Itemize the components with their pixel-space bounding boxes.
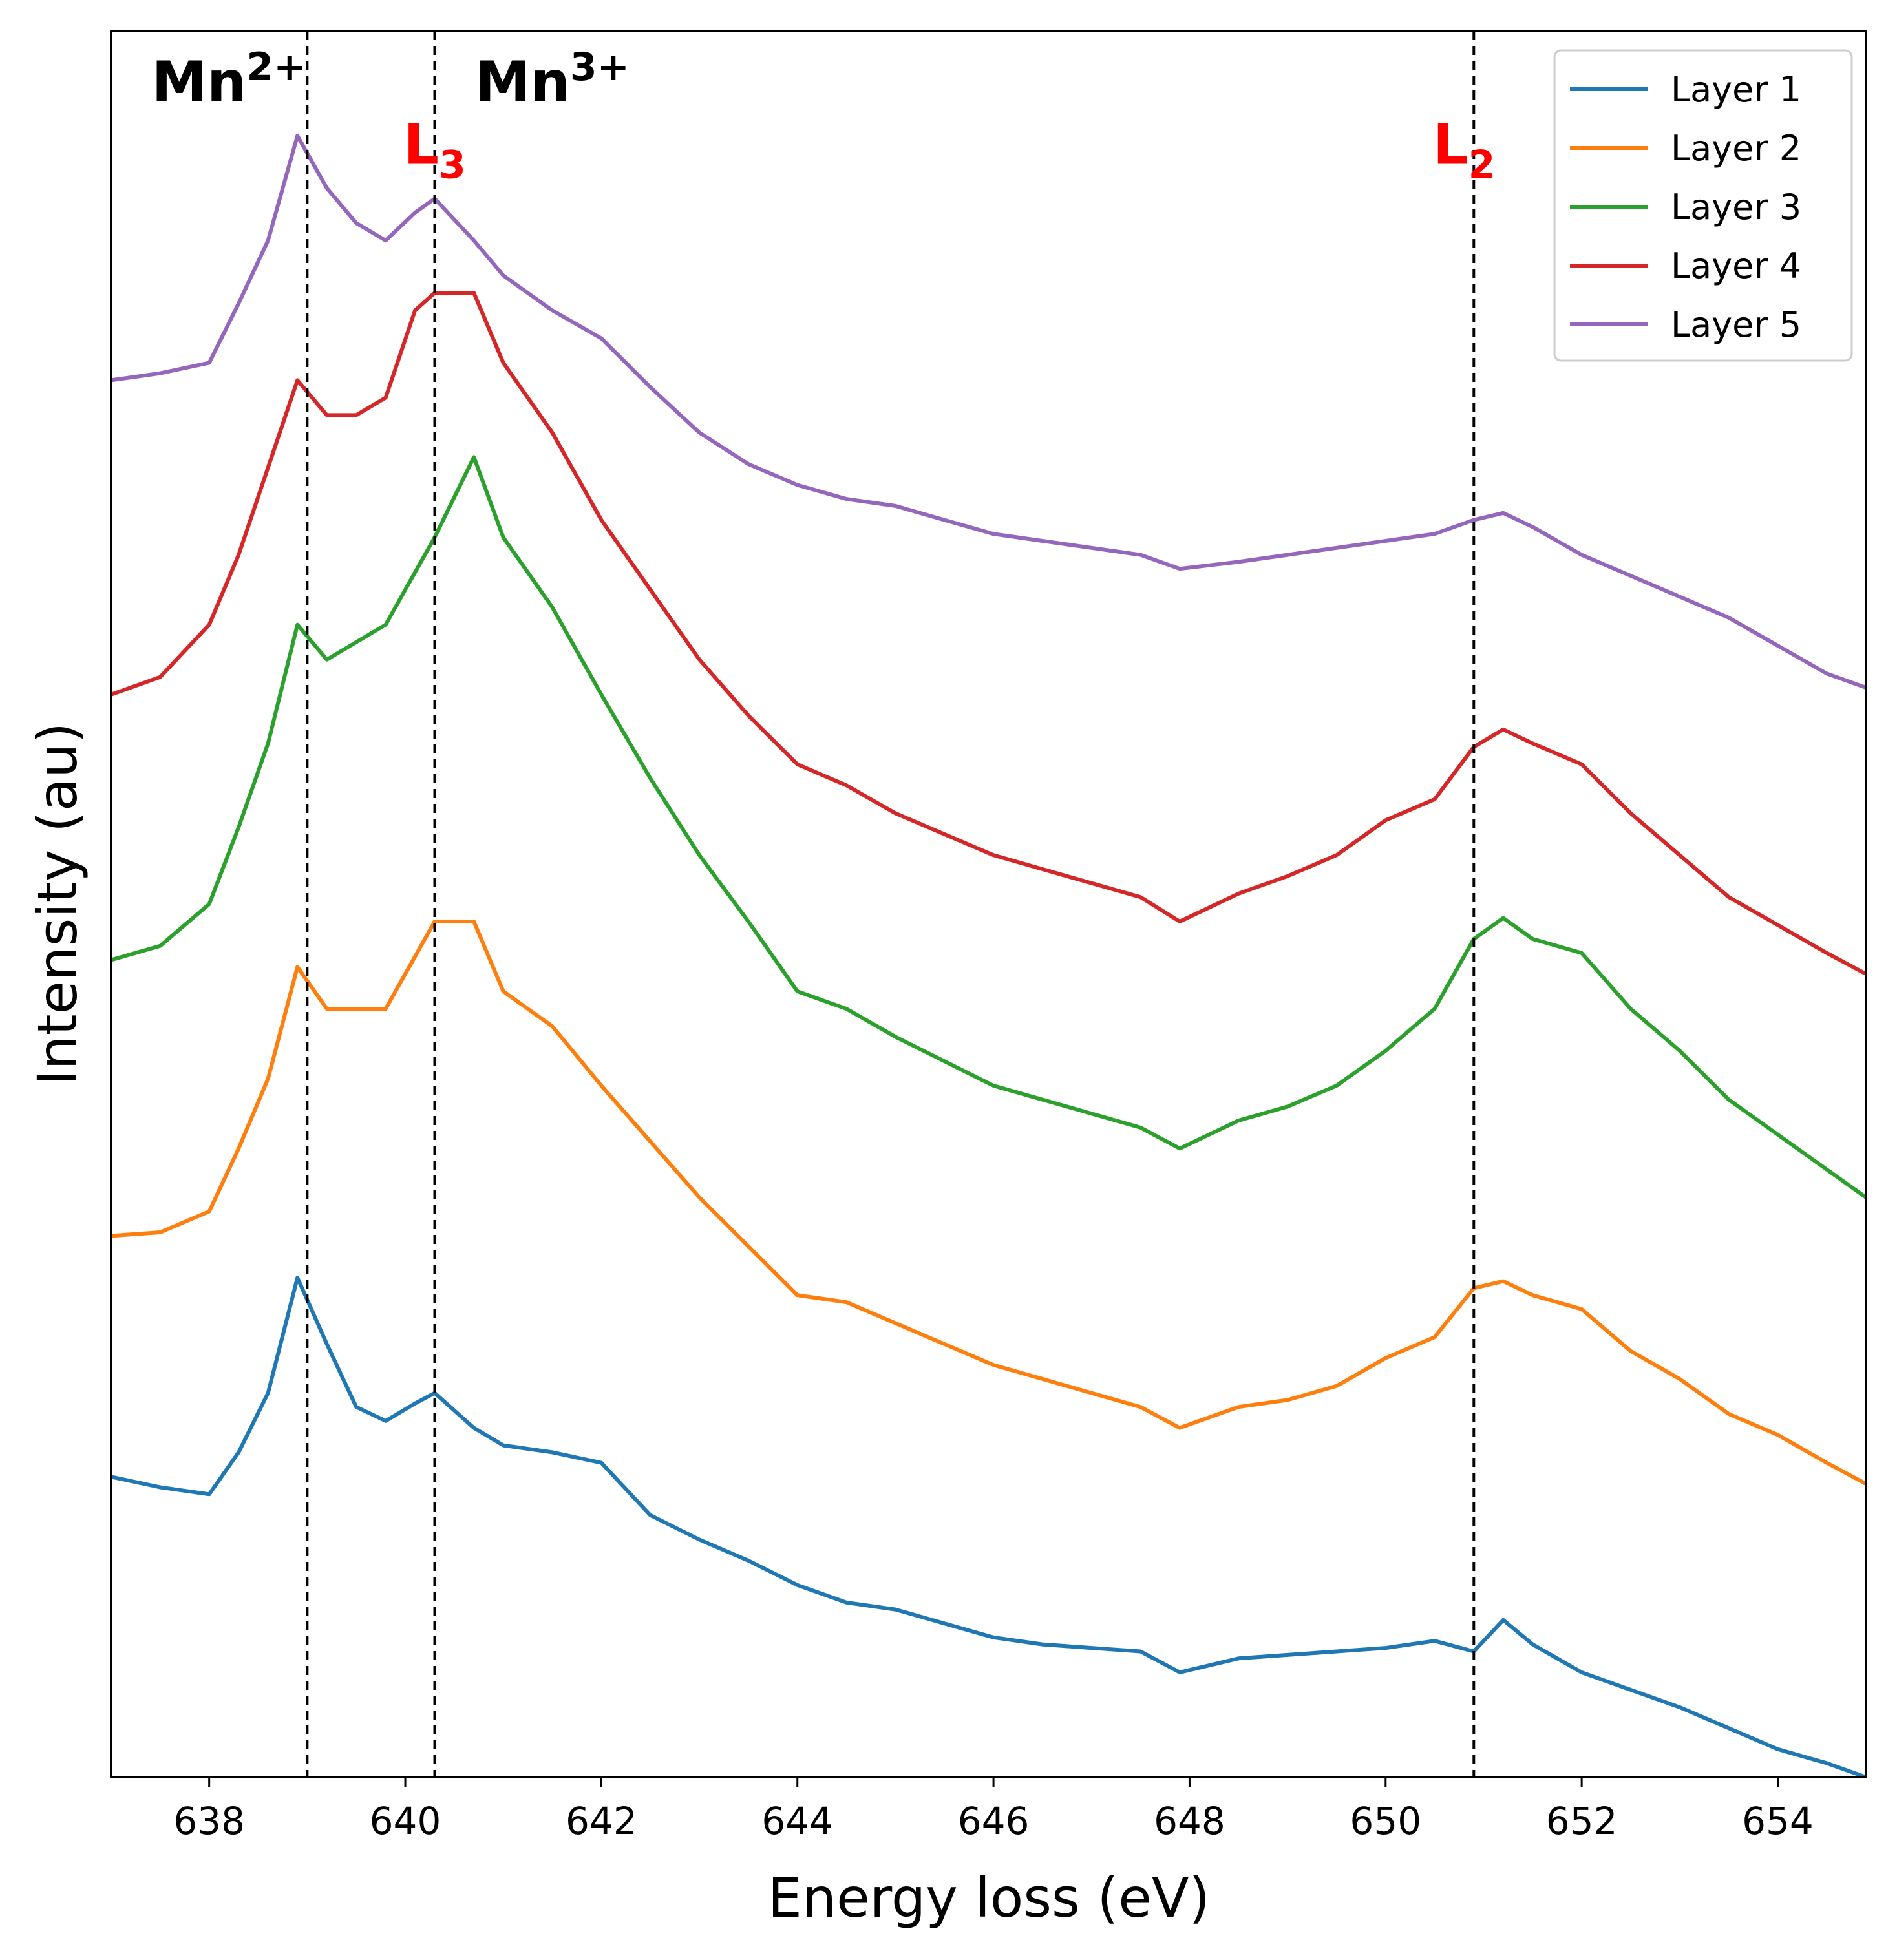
legend-label-layer-1: Layer 1 <box>1671 69 1801 110</box>
x-tick-label: 650 <box>1350 1799 1421 1843</box>
x-tick-label: 644 <box>761 1799 833 1843</box>
x-tick-label: 652 <box>1546 1799 1618 1843</box>
x-axis-ticks: 638 640 642 644 646 648 650 652 654 <box>173 1777 1814 1843</box>
series-group <box>111 134 1866 1777</box>
legend-label-layer-2: Layer 2 <box>1671 128 1801 169</box>
series-line-layer-5 <box>111 134 1866 690</box>
legend-box <box>1553 49 1853 362</box>
annotation-mn-3plus: Mn3+ <box>475 45 630 114</box>
y-axis-label: Intensity (au) <box>26 722 89 1086</box>
legend-label-layer-3: Layer 3 <box>1671 187 1801 227</box>
annotation-l-3: L3 <box>403 112 466 187</box>
x-axis-label: Energy loss (eV) <box>768 1866 1210 1930</box>
plot-frame <box>110 30 1867 1778</box>
annotation-mn-2plus: Mn2+ <box>152 45 306 114</box>
legend-label-layer-5: Layer 5 <box>1671 304 1801 345</box>
legend-label-layer-4: Layer 4 <box>1671 246 1801 286</box>
annotation-l-2: L2 <box>1433 112 1496 187</box>
series-line-layer-2 <box>111 920 1866 1486</box>
x-tick-label: 638 <box>173 1799 245 1843</box>
x-tick-label: 648 <box>1154 1799 1225 1843</box>
x-tick-label: 642 <box>566 1799 637 1843</box>
x-tick-label: 654 <box>1742 1799 1814 1843</box>
x-tick-label: 640 <box>370 1799 441 1843</box>
reference-lines <box>306 31 1476 1777</box>
series-line-layer-3 <box>111 455 1866 1199</box>
series-line-layer-1 <box>111 1276 1866 1777</box>
x-tick-label: 646 <box>958 1799 1030 1843</box>
legend: Layer 1 Layer 2 Layer 3 Layer 4 Layer 5 <box>1553 49 1853 362</box>
annotations: Mn2+ Mn3+L3 L2 <box>152 45 1496 187</box>
series-line-layer-4 <box>111 291 1866 976</box>
